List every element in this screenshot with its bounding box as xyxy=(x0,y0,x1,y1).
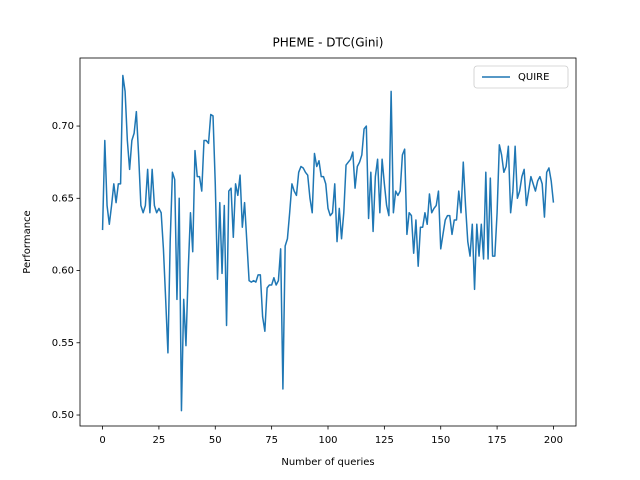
y-tick-label: 0.50 xyxy=(52,410,74,421)
x-tick-label: 50 xyxy=(209,435,222,446)
x-tick-label: 0 xyxy=(99,435,105,446)
x-tick-label: 125 xyxy=(375,435,394,446)
x-axis-label: Number of queries xyxy=(281,457,374,468)
data-line xyxy=(101,74,555,412)
y-tick-label: 0.60 xyxy=(52,266,74,277)
y-axis-label: Performance xyxy=(22,210,33,273)
x-tick-label: 100 xyxy=(318,435,337,446)
y-tick-label: 0.70 xyxy=(52,121,74,132)
legend-label: QUIRE xyxy=(518,72,549,83)
x-tick-label: 200 xyxy=(544,435,563,446)
x-tick-label: 75 xyxy=(265,435,278,446)
chart-title: PHEME - DTC(Gini) xyxy=(273,36,384,50)
plot-frame xyxy=(79,57,577,427)
x-tick-label: 175 xyxy=(488,435,507,446)
x-tick-label: 150 xyxy=(431,435,450,446)
legend-box xyxy=(473,65,569,89)
x-tick-label: 25 xyxy=(153,435,166,446)
y-tick-label: 0.55 xyxy=(52,338,74,349)
y-tick-label: 0.65 xyxy=(52,193,74,204)
